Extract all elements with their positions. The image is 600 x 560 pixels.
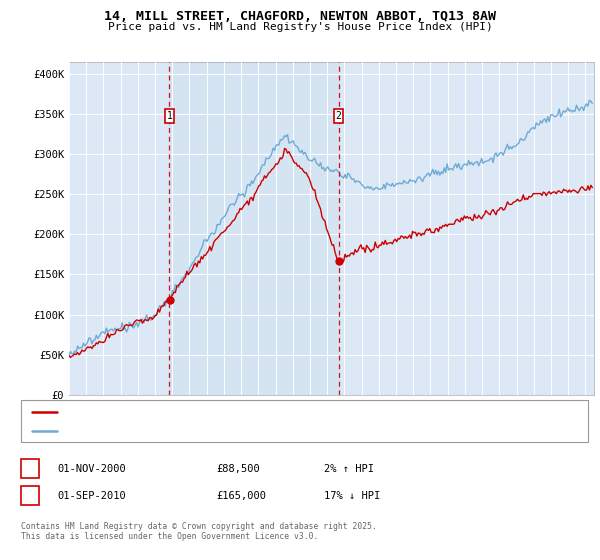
Text: 1: 1 <box>166 111 172 121</box>
Text: 01-SEP-2010: 01-SEP-2010 <box>57 491 126 501</box>
Text: 2% ↑ HPI: 2% ↑ HPI <box>324 464 374 474</box>
Text: 14, MILL STREET, CHAGFORD, NEWTON ABBOT, TQ13 8AW (semi-detached house): 14, MILL STREET, CHAGFORD, NEWTON ABBOT,… <box>62 407 443 416</box>
FancyBboxPatch shape <box>164 109 174 123</box>
Text: £165,000: £165,000 <box>216 491 266 501</box>
Text: HPI: Average price, semi-detached house, West Devon: HPI: Average price, semi-detached house,… <box>62 427 336 436</box>
Text: Contains HM Land Registry data © Crown copyright and database right 2025.
This d: Contains HM Land Registry data © Crown c… <box>21 522 377 542</box>
Text: £88,500: £88,500 <box>216 464 260 474</box>
Text: 2: 2 <box>27 491 33 501</box>
Bar <box>169 62 339 395</box>
Text: 1: 1 <box>27 464 33 474</box>
Text: Price paid vs. HM Land Registry's House Price Index (HPI): Price paid vs. HM Land Registry's House … <box>107 22 493 32</box>
FancyBboxPatch shape <box>334 109 343 123</box>
Text: 14, MILL STREET, CHAGFORD, NEWTON ABBOT, TQ13 8AW: 14, MILL STREET, CHAGFORD, NEWTON ABBOT,… <box>104 10 496 23</box>
Text: 01-NOV-2000: 01-NOV-2000 <box>57 464 126 474</box>
Text: 2: 2 <box>336 111 341 121</box>
Text: 17% ↓ HPI: 17% ↓ HPI <box>324 491 380 501</box>
